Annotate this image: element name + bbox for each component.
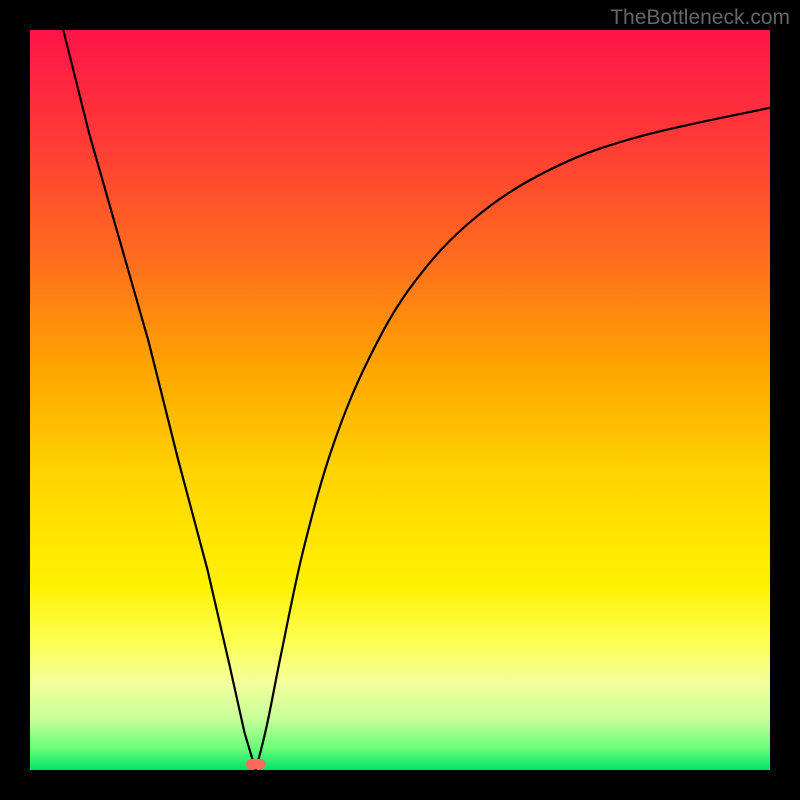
plot-background-gradient bbox=[30, 30, 770, 770]
vertex-marker bbox=[246, 759, 265, 769]
bottleneck-curve-chart bbox=[0, 0, 800, 800]
watermark-text: TheBottleneck.com bbox=[610, 6, 790, 30]
chart-container: TheBottleneck.com bbox=[0, 0, 800, 800]
